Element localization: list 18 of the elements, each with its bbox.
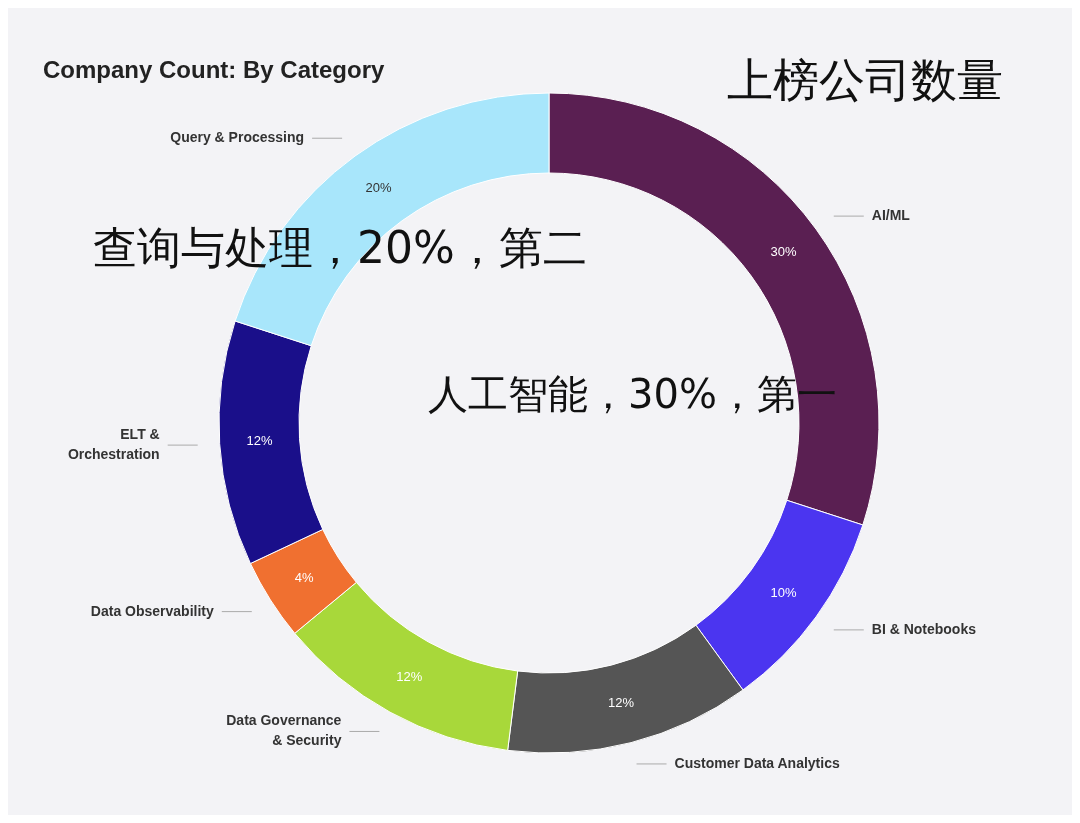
data-label: 12% — [608, 695, 635, 711]
slice-label: Data Observability — [90, 602, 215, 619]
slice-label: Customer Data Analytics — [674, 754, 840, 771]
data-label: 12% — [396, 668, 423, 684]
text: 人工智能，30%，第一 — [428, 371, 837, 417]
slice-label: AI/ML — [871, 206, 911, 223]
slice-label: Data Governance & Security — [226, 712, 342, 749]
slice-label: BI & Notebooks — [871, 620, 977, 637]
data-label: 20% — [365, 179, 392, 195]
slice-label: ELT & Orchestration — [67, 425, 160, 462]
data-label: 10% — [770, 584, 798, 600]
chart-title: Company Count: By Category — [43, 56, 386, 83]
data-label: 4% — [294, 569, 314, 585]
data-label: 12% — [246, 432, 274, 448]
data-label: 30% — [770, 243, 798, 259]
text: 查询与处理，20%，第二 — [93, 222, 587, 273]
chart-subtitle: 上榜公司数量 — [727, 53, 1003, 107]
slice-label: Query & Processing — [170, 128, 305, 145]
